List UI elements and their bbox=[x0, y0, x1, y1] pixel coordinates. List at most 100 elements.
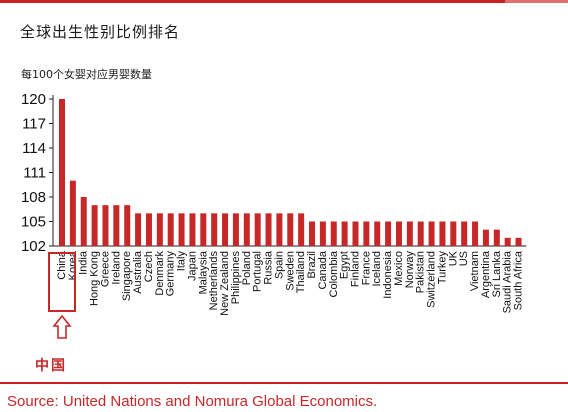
x-tick-label: South Africa bbox=[513, 250, 525, 310]
bar bbox=[417, 221, 424, 246]
bar bbox=[69, 180, 76, 246]
x-tick-label: Poland bbox=[241, 251, 253, 285]
bar bbox=[395, 221, 402, 246]
bar bbox=[472, 221, 479, 246]
bar bbox=[135, 213, 142, 246]
bar bbox=[222, 213, 229, 246]
bar bbox=[406, 221, 413, 246]
x-tick-label: Denmark bbox=[154, 251, 166, 296]
bar bbox=[167, 213, 174, 246]
x-tick-label: Philippines bbox=[230, 251, 242, 305]
bar bbox=[178, 213, 185, 246]
x-tick-label: Netherlands bbox=[208, 251, 220, 311]
x-tick-label: Portugal bbox=[252, 251, 264, 292]
x-tick-label: Colombia bbox=[328, 250, 340, 297]
bar bbox=[145, 213, 152, 246]
bar bbox=[91, 205, 98, 246]
x-tick-label: Vietnam bbox=[469, 251, 481, 291]
x-tick-label: Switzerland bbox=[426, 251, 438, 308]
bottom-accent-rule bbox=[0, 382, 568, 384]
x-tick-label: China bbox=[56, 250, 68, 280]
up-arrow-icon bbox=[52, 314, 72, 339]
bar bbox=[385, 221, 392, 246]
bar bbox=[156, 213, 163, 246]
bar bbox=[374, 221, 381, 246]
x-tick-label: Finland bbox=[349, 251, 361, 287]
x-tick-label: New Zealand bbox=[219, 251, 231, 316]
x-tick-label: Sri Lanka bbox=[491, 250, 503, 297]
x-tick-label: Egypt bbox=[339, 251, 351, 279]
bar bbox=[439, 221, 446, 246]
bar bbox=[124, 205, 131, 246]
y-tick-label: 105 bbox=[21, 214, 46, 231]
china-highlight-label: 中国 bbox=[35, 358, 67, 374]
bar bbox=[298, 213, 305, 246]
bar bbox=[243, 213, 250, 246]
x-tick-label: Germany bbox=[165, 251, 177, 297]
bar bbox=[319, 221, 326, 246]
x-tick-label: Thailand bbox=[295, 251, 307, 293]
y-tick-label: 114 bbox=[22, 140, 46, 157]
y-tick-label: 120 bbox=[21, 91, 46, 108]
x-tick-label: Spain bbox=[273, 251, 285, 279]
bar bbox=[211, 213, 218, 246]
bar bbox=[254, 213, 261, 246]
bar bbox=[80, 197, 87, 246]
x-tick-label: India bbox=[78, 250, 90, 275]
x-tick-label: Indonesia bbox=[382, 250, 394, 299]
bar bbox=[276, 213, 283, 246]
x-tick-label: Ireland bbox=[110, 251, 122, 285]
bar bbox=[352, 221, 359, 246]
y-tick-label: 108 bbox=[21, 189, 46, 206]
y-tick-label: 117 bbox=[22, 116, 46, 133]
top-accent-rule bbox=[0, 0, 568, 3]
bar bbox=[102, 205, 109, 246]
bar bbox=[450, 221, 457, 246]
y-axis-unit-label: 每100个女婴对应男婴数量 bbox=[21, 68, 152, 81]
x-tick-label: Hong Kong bbox=[89, 251, 101, 306]
source-note: Source: United Nations and Nomura Global… bbox=[7, 393, 378, 410]
x-tick-label: Argentina bbox=[480, 250, 492, 298]
bar bbox=[265, 213, 272, 246]
bar bbox=[504, 237, 511, 246]
bar bbox=[341, 221, 348, 246]
bar bbox=[515, 237, 522, 246]
bar bbox=[428, 221, 435, 246]
top-accent-rule-fade bbox=[505, 0, 568, 3]
bar bbox=[482, 229, 489, 246]
x-tick-label: UK bbox=[447, 250, 459, 266]
x-tick-label: Pakistan bbox=[415, 251, 427, 293]
bar bbox=[113, 205, 120, 246]
chart-title: 全球出生性别比例排名 bbox=[20, 23, 181, 41]
x-tick-label: Mexico bbox=[393, 251, 405, 286]
x-tick-label: Saudi Arabia bbox=[502, 250, 514, 313]
x-tick-label: Canada bbox=[317, 250, 329, 289]
x-tick-label: Greece bbox=[99, 251, 111, 287]
x-tick-label: France bbox=[360, 251, 372, 285]
x-tick-label: Turkey bbox=[436, 251, 448, 285]
x-tick-label: Italy bbox=[176, 251, 188, 272]
bar bbox=[200, 213, 207, 246]
bar bbox=[493, 229, 500, 246]
x-tick-label: Norway bbox=[404, 251, 416, 289]
x-tick-label: Japan bbox=[186, 251, 198, 281]
bar bbox=[287, 213, 294, 246]
x-tick-label: Brazil bbox=[306, 251, 318, 279]
x-tick-label: Russia bbox=[263, 250, 275, 285]
bar bbox=[363, 221, 370, 246]
x-tick-label: Sweden bbox=[284, 251, 296, 291]
bar bbox=[309, 221, 316, 246]
bar bbox=[330, 221, 337, 246]
x-tick-label: US bbox=[458, 251, 470, 266]
y-tick-label: 102 bbox=[21, 238, 46, 255]
x-tick-label: Iceland bbox=[371, 251, 383, 286]
x-tick-label: Malaysia bbox=[197, 250, 209, 294]
highlight-box bbox=[48, 252, 76, 312]
x-tick-label: Czech bbox=[143, 251, 155, 282]
x-tick-label: Australia bbox=[132, 250, 144, 294]
x-tick-label: Singapore bbox=[121, 251, 133, 301]
bar bbox=[59, 99, 65, 246]
bar bbox=[232, 213, 239, 246]
y-tick-label: 111 bbox=[23, 165, 46, 182]
